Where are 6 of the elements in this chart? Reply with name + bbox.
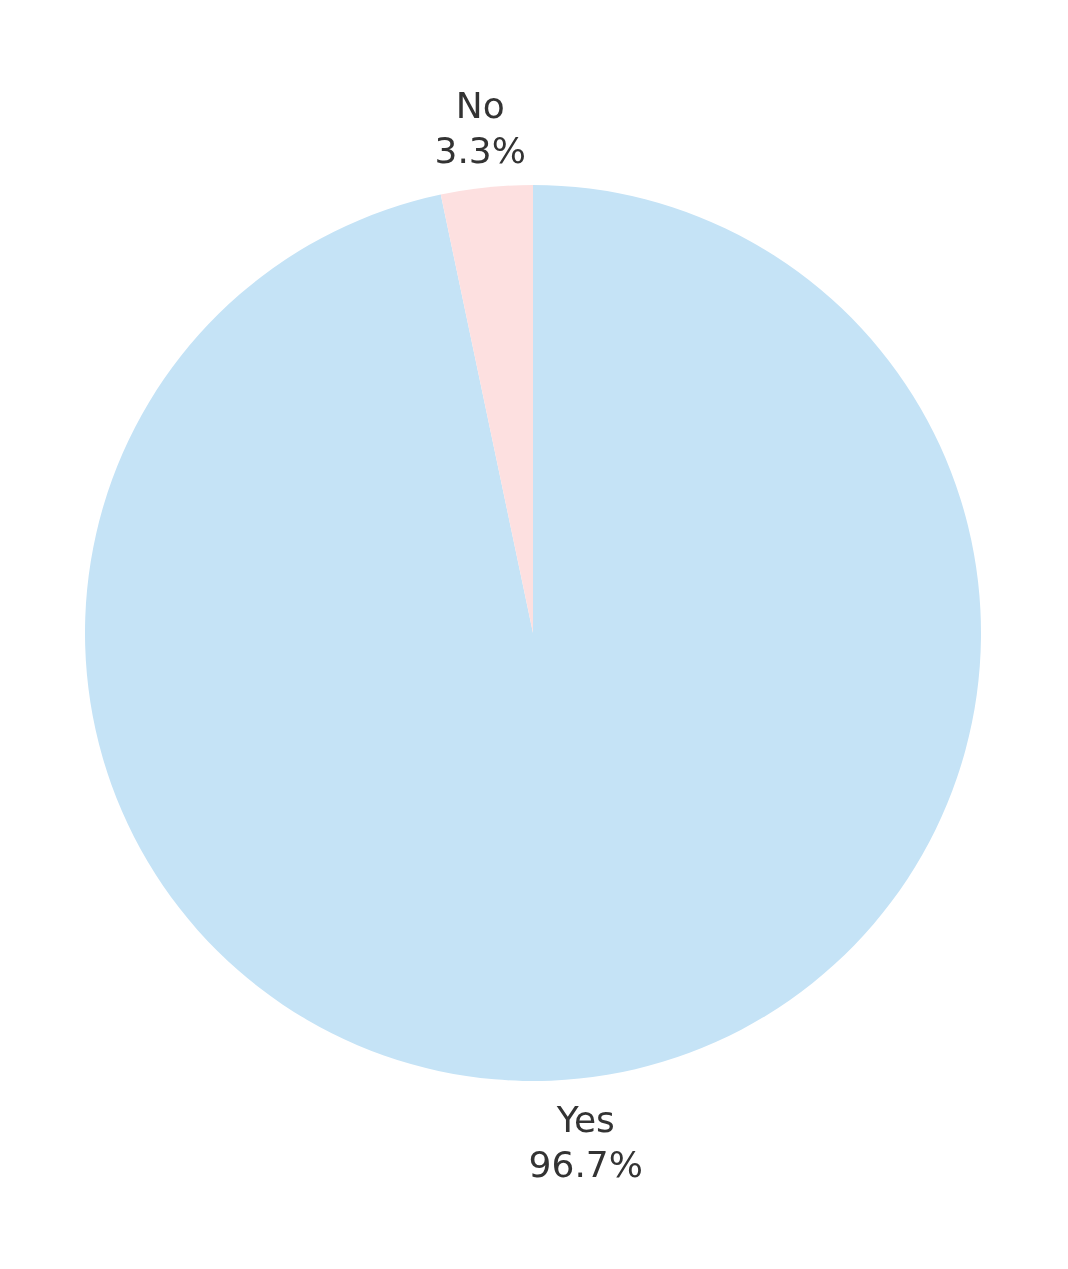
pie-slice (440, 185, 533, 633)
data-label: 3.3% (434, 129, 526, 171)
slice-label: Yes (555, 1099, 615, 1141)
pie-slice (85, 185, 981, 1081)
data-label: 96.7% (528, 1144, 643, 1186)
slice-label: No (455, 84, 505, 126)
